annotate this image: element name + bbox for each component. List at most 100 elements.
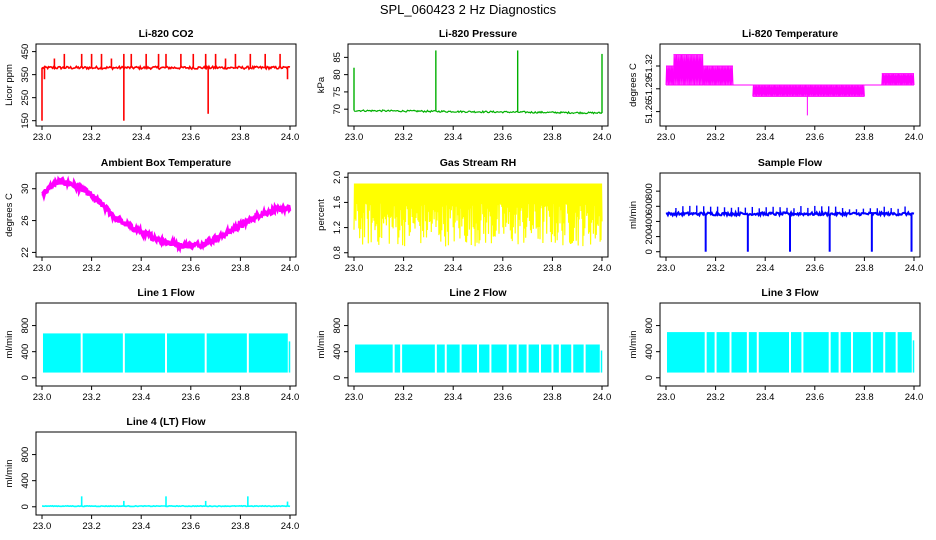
x-tick-label: 23.0	[33, 132, 52, 143]
x-tick-label: 23.4	[444, 263, 463, 274]
x-tick-label: 23.8	[543, 392, 562, 403]
y-axis-label: ml/min	[4, 460, 15, 488]
series-line	[41, 175, 292, 254]
flow-block	[354, 344, 393, 373]
flow-block	[491, 344, 507, 373]
flow-block	[840, 332, 852, 373]
series-band	[665, 65, 674, 86]
y-tick-label: 26	[20, 215, 31, 226]
chart-panel: Sample Flow ml/min 23.0 23.2 23.4 23.6 23.8 24.…	[628, 157, 923, 274]
x-tick-label: 23.0	[345, 263, 364, 274]
y-tick-label: 0.8	[332, 246, 343, 259]
plot-frame	[35, 43, 297, 127]
y-tick-label: 400	[20, 344, 31, 360]
y-axis-label: degrees C	[628, 63, 639, 107]
flow-block	[461, 344, 478, 373]
plot-frame	[659, 302, 921, 387]
x-tick-label: 23.6	[806, 132, 825, 143]
chart-title: Li-820 Pressure	[439, 28, 517, 40]
chart-panel: Li-820 Temperature degrees C 23.0 23.2 23.4 2…	[628, 28, 923, 143]
chart-panel: Gas Stream RH percent 23.0 23.2 23.4 23.6 23.8…	[316, 157, 611, 274]
x-tick-label: 23.0	[657, 132, 676, 143]
flow-block	[897, 332, 912, 373]
chart-title: Ambient Box Temperature	[101, 157, 232, 169]
y-axis-label: ml/min	[628, 331, 639, 359]
flow-block	[790, 332, 802, 373]
series-group	[42, 496, 291, 508]
x-tick-label: 23.6	[182, 263, 201, 274]
chart-title: Line 3 Flow	[761, 287, 819, 299]
plot-frame	[35, 172, 297, 258]
y-tick-label: 0	[644, 249, 655, 254]
x-tick-label: 23.0	[345, 392, 364, 403]
chart-title: Line 4 (LT) Flow	[126, 416, 206, 428]
flow-block	[394, 344, 401, 373]
y-tick-label: 400	[332, 344, 343, 360]
x-tick-label: 24.0	[905, 263, 924, 274]
series-band	[752, 84, 865, 97]
y-tick-label: 80	[332, 69, 343, 80]
y-axis-label: kPa	[316, 76, 327, 93]
y-tick-label: 51.29	[644, 77, 655, 101]
series-group	[666, 332, 915, 373]
flow-block	[666, 332, 705, 373]
series-group	[41, 175, 292, 254]
x-tick-label: 23.8	[231, 392, 250, 403]
x-tick-label: 23.8	[231, 263, 250, 274]
y-tick-label: 1.2	[332, 221, 343, 234]
x-tick-label: 24.0	[905, 132, 924, 143]
x-tick-label: 24.0	[905, 392, 924, 403]
x-tick-label: 23.4	[756, 263, 775, 274]
chart-panel: Line 1 Flow ml/min 23.0 23.2 23.4 23.6 23.8 24.…	[4, 287, 299, 403]
y-tick-label: 2.0	[332, 171, 343, 184]
x-tick-label: 23.6	[806, 263, 825, 274]
y-tick-label: 0	[644, 375, 655, 380]
flow-block	[585, 344, 600, 373]
y-tick-label: 0	[20, 504, 31, 509]
y-tick-label: 51.26	[644, 100, 655, 124]
figure-title: SPL_060423 2 Hz Diagnostics	[380, 2, 557, 17]
series-group	[665, 205, 915, 252]
y-tick-label: 400	[644, 214, 655, 230]
y-axis-label: ml/min	[4, 331, 15, 359]
y-tick-label: 400	[20, 473, 31, 489]
x-tick-label: 23.6	[182, 132, 201, 143]
series-band	[702, 65, 734, 86]
x-tick-label: 24.0	[593, 132, 612, 143]
chart-title: Line 2 Flow	[449, 287, 507, 299]
y-tick-label: 350	[20, 67, 31, 83]
flow-block	[166, 333, 205, 373]
flow-block	[885, 332, 896, 373]
series-group	[665, 54, 915, 116]
flow-block	[42, 333, 81, 373]
x-tick-label: 23.4	[132, 392, 151, 403]
y-tick-label: 200	[644, 229, 655, 245]
plot-frame	[347, 172, 609, 258]
y-tick-label: 400	[644, 344, 655, 360]
x-tick-label: 23.4	[444, 132, 463, 143]
y-tick-label: 800	[20, 318, 31, 334]
series-line	[353, 183, 603, 247]
flow-block	[573, 344, 584, 373]
x-tick-label: 24.0	[593, 263, 612, 274]
flow-block	[478, 344, 490, 373]
chart-panel: Line 2 Flow ml/min 23.0 23.2 23.4 23.6 23.8 24.…	[316, 287, 611, 403]
series-group	[41, 53, 291, 121]
series-group	[42, 333, 291, 373]
flow-block	[553, 344, 559, 373]
y-tick-label: 85	[332, 52, 343, 63]
x-tick-label: 23.8	[543, 263, 562, 274]
x-tick-label: 23.2	[394, 263, 413, 274]
y-tick-label: 75	[332, 87, 343, 98]
x-tick-label: 23.2	[706, 132, 725, 143]
x-tick-label: 23.4	[132, 132, 151, 143]
x-tick-label: 23.8	[855, 132, 874, 143]
chart-title: Line 1 Flow	[137, 287, 195, 299]
chart-panel: Line 4 (LT) Flow ml/min 23.0 23.2 23.4 23.6 23…	[4, 416, 299, 532]
series-group	[354, 344, 603, 373]
x-tick-label: 23.4	[132, 521, 151, 532]
series-band	[881, 73, 915, 86]
y-tick-label: 800	[332, 318, 343, 334]
x-tick-label: 24.0	[281, 132, 300, 143]
